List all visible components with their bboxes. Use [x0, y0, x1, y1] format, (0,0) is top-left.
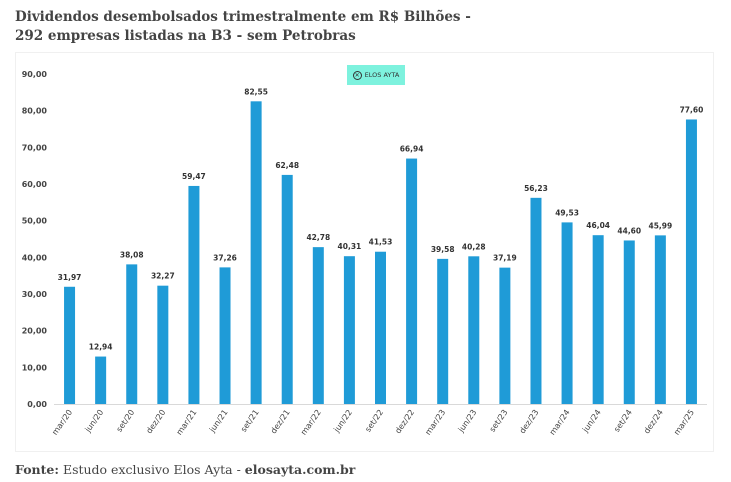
- data-label: 62,48: [275, 161, 299, 170]
- bar: [623, 240, 635, 404]
- bar: [499, 267, 511, 404]
- x-tick-label: jun/20: [83, 408, 105, 435]
- bar: [312, 247, 324, 404]
- bar: [281, 174, 293, 404]
- x-tick-label: mar/23: [423, 408, 447, 437]
- footer-label: Fonte:: [15, 462, 59, 477]
- bar: [188, 185, 200, 404]
- data-label: 42,78: [306, 233, 330, 242]
- x-tick-label: set/24: [612, 408, 634, 434]
- data-label: 77,60: [680, 105, 704, 114]
- elos-ayta-logo-icon: ✕: [352, 70, 362, 80]
- y-tick-label: 50,00: [22, 217, 48, 226]
- x-tick-label: dez/24: [642, 408, 665, 435]
- footer-site: elosayta.com.br: [244, 462, 356, 477]
- data-label: 44,60: [617, 226, 641, 235]
- x-tick-label: set/20: [115, 408, 137, 434]
- data-label: 49,53: [555, 208, 579, 217]
- bar: [250, 101, 262, 405]
- y-tick-label: 90,00: [22, 70, 48, 79]
- y-tick-label: 0,00: [27, 400, 47, 409]
- data-label: 38,08: [120, 250, 144, 259]
- data-label: 12,94: [89, 343, 113, 352]
- x-tick-label: jun/21: [207, 408, 229, 435]
- bar: [530, 197, 542, 404]
- data-label: 40,31: [338, 242, 362, 251]
- data-label: 56,23: [524, 184, 548, 193]
- y-tick-label: 60,00: [22, 180, 48, 189]
- x-tick-label: mar/20: [50, 408, 74, 437]
- elos-ayta-badge: ✕ ELOS AYTA: [347, 65, 405, 85]
- badge-text: ELOS AYTA: [364, 71, 400, 79]
- data-label: 41,53: [369, 238, 393, 247]
- y-tick-label: 10,00: [22, 363, 48, 372]
- bar: [343, 256, 355, 404]
- bar: [64, 286, 76, 404]
- x-tick-label: jun/24: [580, 408, 602, 435]
- y-tick-label: 30,00: [22, 290, 48, 299]
- x-tick-label: dez/23: [518, 408, 541, 435]
- x-tick-label: dez/21: [269, 408, 292, 435]
- y-tick-label: 20,00: [22, 327, 48, 336]
- data-label: 66,94: [400, 145, 424, 154]
- bar: [126, 264, 138, 404]
- x-tick-label: mar/21: [175, 408, 199, 437]
- data-label: 37,19: [493, 254, 517, 263]
- x-tick-label: set/23: [488, 408, 510, 434]
- chart-title: Dividendos desembolsados trimestralmente…: [15, 9, 471, 44]
- bar: [685, 119, 697, 404]
- data-label: 82,55: [244, 87, 268, 96]
- y-tick-label: 40,00: [22, 253, 48, 262]
- x-tick-label: dez/22: [393, 408, 416, 435]
- x-tick-label: set/21: [239, 408, 261, 434]
- data-label: 46,04: [586, 221, 610, 230]
- bar: [437, 258, 449, 404]
- data-label: 59,47: [182, 172, 206, 181]
- bar: [592, 235, 604, 404]
- data-label: 45,99: [648, 221, 672, 230]
- bar: [561, 222, 573, 404]
- source-footer: Fonte: Estudo exclusivo Elos Ayta - elos…: [15, 462, 355, 477]
- bar: [157, 285, 169, 404]
- x-tick-label: set/22: [363, 408, 385, 434]
- data-label: 40,28: [462, 242, 486, 251]
- bar: [375, 251, 386, 404]
- bar: [95, 356, 107, 404]
- y-tick-label: 80,00: [22, 107, 48, 116]
- bar: [406, 158, 418, 404]
- data-label: 39,58: [431, 245, 455, 254]
- data-label: 31,97: [58, 273, 82, 282]
- bar: [219, 267, 231, 404]
- y-tick-label: 70,00: [22, 143, 48, 152]
- data-label: 32,27: [151, 272, 175, 281]
- x-tick-label: mar/22: [299, 408, 323, 437]
- x-tick-label: dez/20: [145, 408, 168, 435]
- x-tick-label: mar/25: [672, 408, 696, 437]
- footer-text: Estudo exclusivo Elos Ayta -: [58, 462, 245, 477]
- bar: [654, 235, 666, 404]
- data-label: 37,26: [213, 253, 237, 262]
- x-tick-label: jun/23: [456, 408, 478, 435]
- bar: [468, 256, 480, 404]
- x-tick-label: mar/24: [548, 408, 572, 437]
- x-tick-label: jun/22: [332, 408, 354, 435]
